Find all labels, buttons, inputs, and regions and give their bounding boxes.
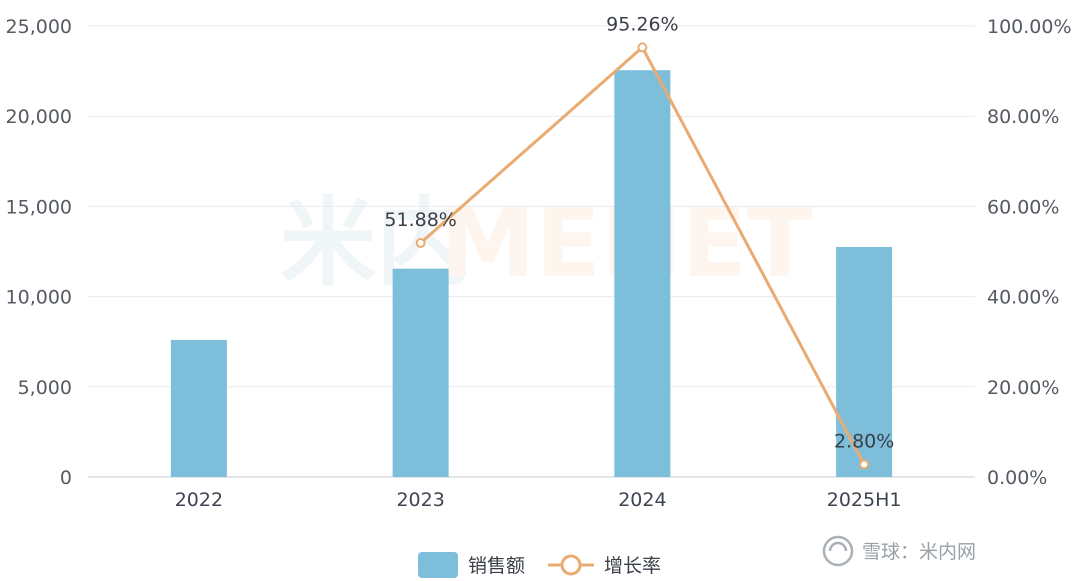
data-label: 51.88%: [384, 209, 456, 231]
y-axis-right: 0.00% 20.00% 40.00% 60.00% 80.00% 100.00%: [987, 16, 1072, 489]
x-axis: 2022 2023 2024 2025H1: [175, 489, 902, 511]
y-right-tick-label: 40.00%: [987, 287, 1059, 309]
y-right-tick-label: 60.00%: [987, 196, 1059, 218]
legend-bar-label[interactable]: 销售额: [468, 555, 525, 577]
legend-line-label[interactable]: 增长率: [604, 555, 661, 577]
y-left-tick-label: 15,000: [6, 196, 72, 218]
bar-series: [170, 70, 893, 477]
watermark: 雪球：米内网: [822, 535, 976, 567]
y-right-tick-label: 100.00%: [987, 16, 1072, 38]
watermark-text: 雪球：米内网: [862, 541, 976, 563]
line-point[interactable]: [637, 42, 648, 53]
x-tick-label: 2025H1: [827, 489, 902, 511]
gridlines: [88, 25, 975, 478]
y-axis-left: 0 5,000 10,000 15,000 20,000 25,000: [6, 16, 72, 489]
y-left-tick-label: 5,000: [18, 377, 72, 399]
snowball-icon: [822, 535, 854, 567]
bar[interactable]: [170, 339, 227, 477]
x-tick-label: 2022: [175, 489, 223, 511]
y-left-tick-label: 25,000: [6, 16, 72, 38]
background-watermark: 米内 MENET: [280, 187, 813, 299]
data-label: 2.80%: [834, 430, 894, 452]
x-tick-label: 2023: [396, 489, 444, 511]
y-right-tick-label: 80.00%: [987, 106, 1059, 128]
x-tick-label: 2024: [618, 489, 666, 511]
data-label: 95.26%: [606, 13, 678, 35]
y-right-tick-label: 0.00%: [987, 467, 1047, 489]
y-right-tick-label: 20.00%: [987, 377, 1059, 399]
legend-bar-swatch[interactable]: [418, 552, 458, 578]
bar[interactable]: [836, 246, 893, 477]
y-left-tick-label: 0: [60, 467, 72, 489]
bar[interactable]: [392, 268, 449, 477]
line-point[interactable]: [415, 238, 426, 249]
legend-line-marker[interactable]: [560, 554, 582, 576]
line-series: 51.88% 95.26% 2.80%: [384, 13, 894, 470]
legend[interactable]: 销售额 增长率: [418, 552, 661, 578]
line-point[interactable]: [859, 459, 870, 470]
y-left-tick-label: 20,000: [6, 106, 72, 128]
bar[interactable]: [614, 70, 671, 477]
y-left-tick-label: 10,000: [6, 287, 72, 309]
